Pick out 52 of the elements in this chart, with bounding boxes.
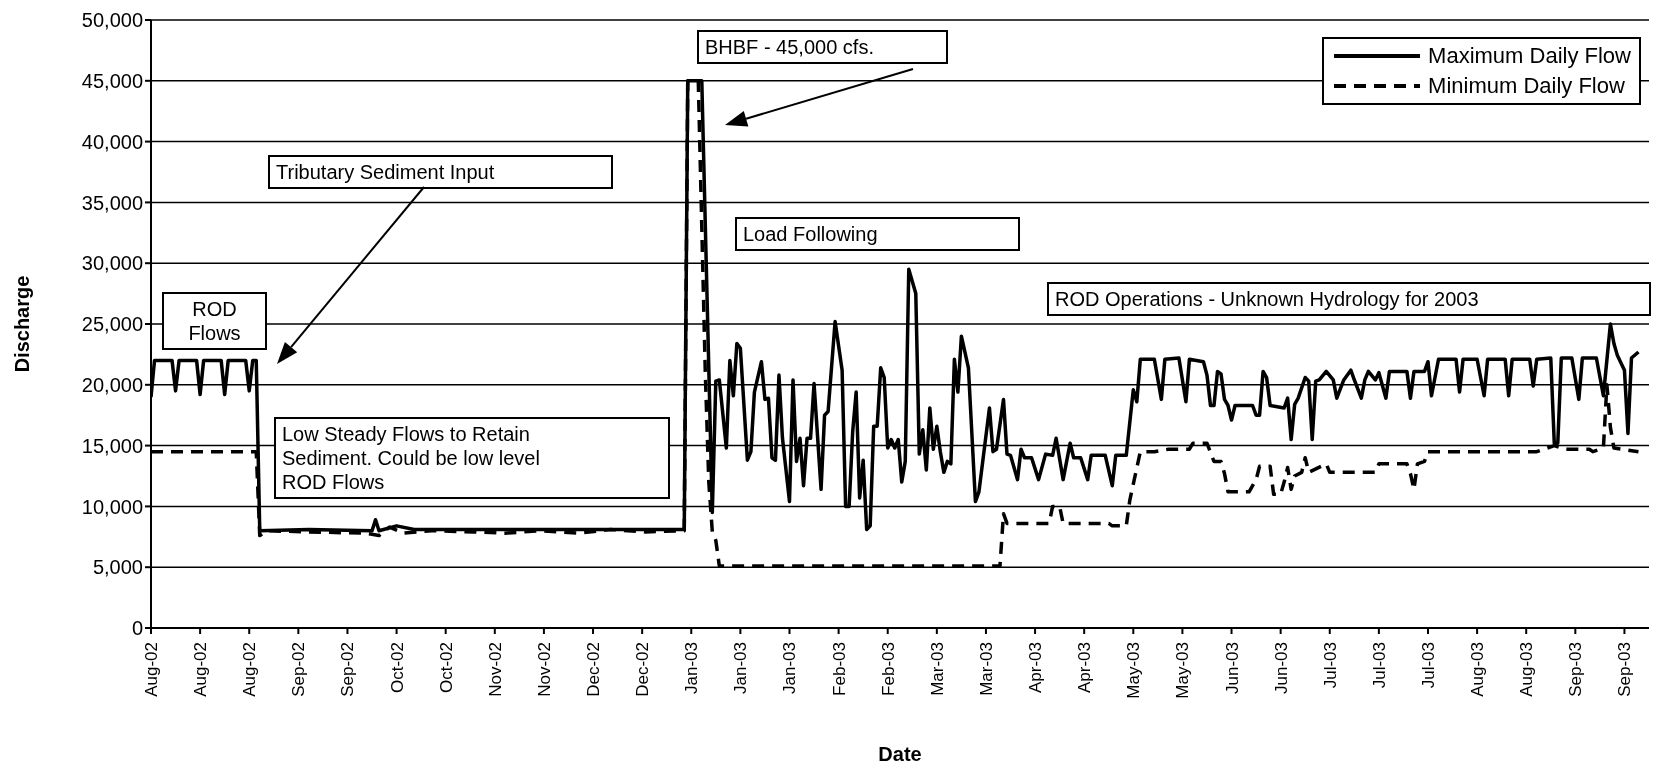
x-tick-label: Aug-02 [142, 642, 161, 697]
y-tick-label: 20,000 [81, 373, 143, 396]
y-tick-label: 30,000 [81, 252, 143, 275]
callout-box: BHBF - 45,000 cfs. [697, 30, 948, 64]
x-tick-label: Mar-03 [927, 642, 947, 696]
y-tick-label: 50,000 [81, 9, 143, 32]
x-tick-label: Jan-03 [682, 642, 702, 694]
x-tick-label: Jun-03 [1271, 642, 1291, 694]
x-tick-label: Oct-02 [436, 642, 456, 694]
x-tick-label: Aug-03 [1517, 642, 1537, 697]
y-tick-label: 25,000 [81, 313, 143, 336]
y-tick-label: 40,000 [81, 130, 143, 153]
y-tick-label: 35,000 [81, 191, 143, 214]
x-tick-label: Nov-02 [485, 642, 505, 697]
x-tick-label: Feb-03 [829, 642, 849, 696]
y-tick-label: 15,000 [81, 434, 143, 457]
x-tick-label: Mar-03 [976, 642, 996, 696]
x-tick-label: Jul-03 [1320, 642, 1340, 689]
y-tick-label: 10,000 [81, 495, 143, 518]
x-tick-label: Jul-03 [1369, 642, 1389, 689]
x-tick-label: Sep-03 [1615, 642, 1635, 697]
x-axis-title: Date [878, 743, 922, 765]
x-tick-label: Sep-02 [338, 642, 358, 697]
y-tick-label: 45,000 [81, 69, 143, 92]
x-tick-label: Sep-02 [289, 642, 309, 697]
x-tick-label: Dec-02 [584, 642, 604, 697]
legend-label: Maximum Daily Flow [1428, 42, 1631, 70]
x-tick-label: Jun-03 [1222, 642, 1242, 694]
x-tick-label: Jan-03 [731, 642, 751, 694]
x-tick-label: Aug-02 [191, 642, 211, 697]
callout-box: Load Following [735, 217, 1020, 251]
x-tick-label: Sep-03 [1566, 642, 1586, 697]
x-tick-label: Apr-03 [1026, 642, 1046, 694]
callout-box: Tributary Sediment Input [268, 155, 613, 189]
x-tick-label: Aug-02 [240, 642, 260, 697]
x-tick-label: Jul-03 [1418, 642, 1438, 689]
y-axis-title: Discharge [11, 275, 34, 373]
callout-box: ROD Flows [162, 292, 267, 350]
x-tick-label: Nov-02 [534, 642, 554, 697]
x-tick-label: Feb-03 [878, 642, 898, 696]
x-tick-label: Dec-02 [633, 642, 653, 697]
callout-box: Low Steady Flows to Retain Sediment. Could be low level ROD Flows [274, 417, 670, 499]
x-tick-label: Oct-02 [387, 642, 407, 694]
x-tick-label: Apr-03 [1075, 642, 1095, 694]
x-tick-label: Jan-03 [780, 642, 800, 694]
y-tick-label: 0 [131, 617, 143, 640]
legend-label: Minimum Daily Flow [1428, 72, 1625, 100]
x-tick-label: May-03 [1124, 642, 1144, 699]
y-tick-label: 5,000 [92, 556, 143, 579]
x-tick-label: Aug-03 [1468, 642, 1488, 697]
x-tick-label: May-03 [1173, 642, 1193, 699]
callout-box: ROD Operations - Unknown Hydrology for 2003 [1047, 282, 1651, 316]
